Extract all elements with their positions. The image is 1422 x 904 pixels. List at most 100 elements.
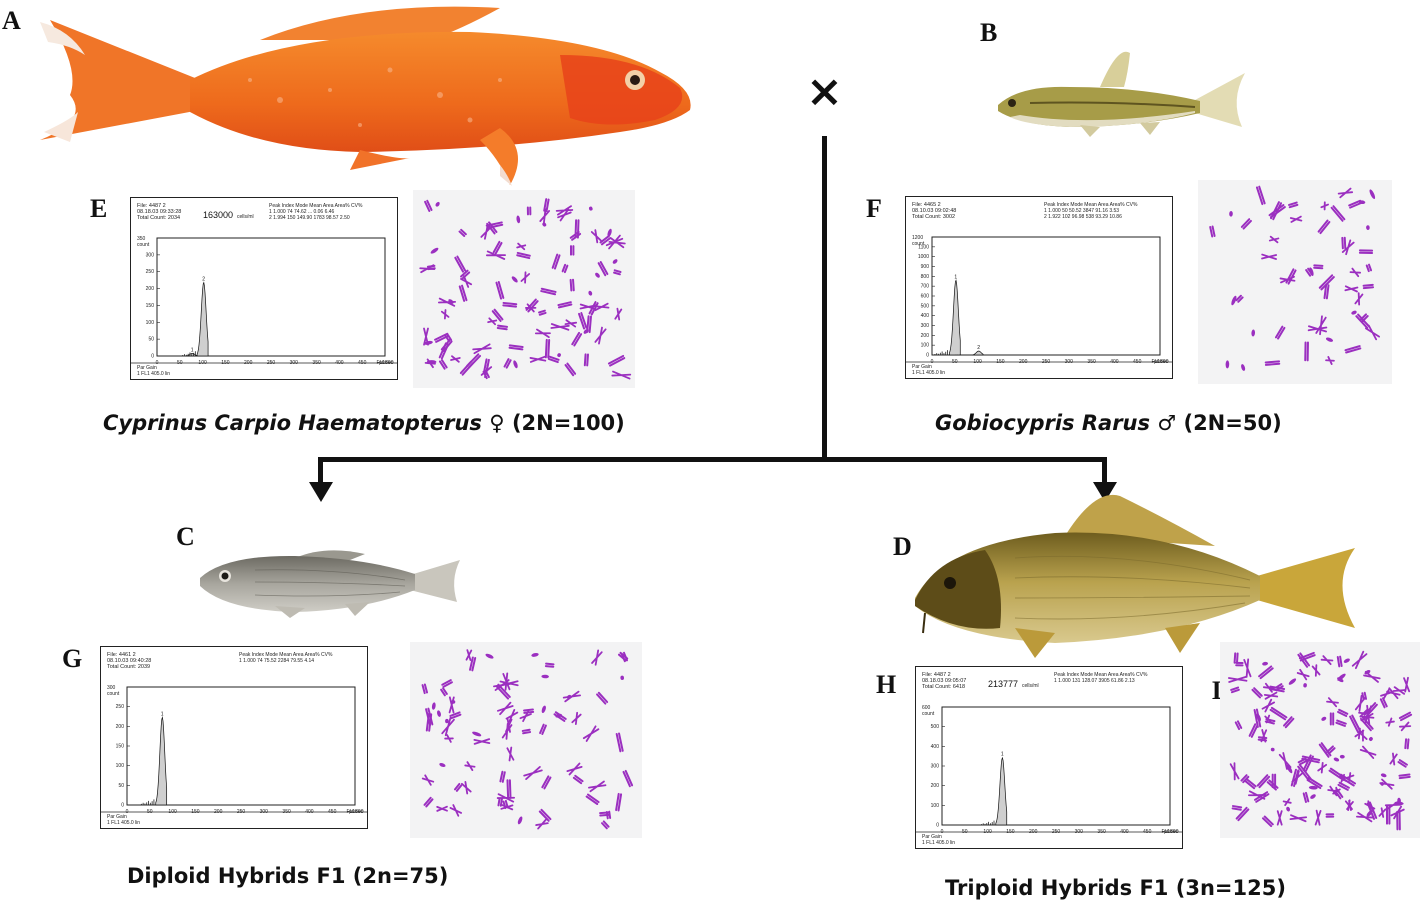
chromatid — [547, 339, 551, 359]
chromatid — [1389, 752, 1398, 766]
chromosome — [459, 360, 474, 376]
chromosome — [523, 708, 535, 714]
chromosome — [615, 792, 623, 812]
chromosome — [434, 332, 450, 343]
plot-frame — [931, 236, 1161, 356]
chromosome — [547, 355, 560, 364]
chromosome — [1297, 757, 1308, 766]
chromatid — [1291, 770, 1304, 785]
chromatid — [1279, 275, 1296, 284]
chromatid — [1380, 688, 1393, 700]
chromosome — [607, 228, 612, 237]
y-tick-label: 50 — [148, 337, 154, 343]
chromatid — [545, 662, 555, 666]
chromosome — [1241, 364, 1246, 371]
caption-triploid-hybrid: Triploid Hybrids F1 (3n=125) — [945, 876, 1286, 900]
chromatid — [1268, 235, 1280, 244]
chromosome — [550, 323, 570, 331]
chromatid — [1259, 667, 1274, 680]
chromatid — [1332, 205, 1346, 221]
chromatid — [1344, 285, 1359, 293]
chromosome — [485, 221, 504, 229]
chromosome — [1354, 694, 1367, 712]
panel-label-a: A — [2, 6, 21, 35]
chromosome — [502, 799, 509, 810]
chromatid — [1359, 745, 1377, 759]
chromatid — [486, 223, 504, 229]
chromatid — [425, 713, 430, 732]
chromatid — [503, 358, 510, 368]
chromatid — [1380, 773, 1387, 778]
chromatid — [1209, 226, 1214, 238]
chromatid — [1321, 716, 1327, 721]
chromosome — [1344, 285, 1359, 293]
chromatid — [453, 782, 461, 791]
chromatid — [1320, 276, 1335, 291]
y-tick-label: 100 — [116, 763, 125, 769]
chromatid — [434, 332, 449, 341]
chromatid — [1225, 360, 1230, 369]
chromatid — [1231, 805, 1243, 809]
chromatid — [572, 776, 583, 785]
chromatid — [1398, 773, 1411, 777]
female-ploidy: (2N=100) — [511, 411, 625, 435]
chromatid — [1262, 817, 1273, 828]
peak-table-row: 1 1.000 74 75.52 2284 79.55 4.14 — [239, 658, 314, 664]
chromatid — [543, 776, 552, 790]
chromatid — [564, 364, 575, 377]
chromatid — [613, 271, 621, 276]
chromosome — [588, 290, 593, 296]
chromatid — [1343, 236, 1347, 250]
y-unit-label: count — [922, 711, 935, 717]
left-branch-line — [318, 457, 323, 487]
chromatid — [482, 370, 488, 380]
chromosome — [1264, 714, 1272, 724]
chromatid — [1268, 204, 1285, 217]
flow-histogram-f: File: 4465 2 08.10.03 09:02:48 Total Count… — [905, 196, 1173, 379]
y-tick-label: 500 — [931, 724, 940, 730]
chromosome — [1229, 762, 1240, 781]
chromatid — [516, 251, 531, 257]
chromosome — [591, 649, 603, 666]
chromatid — [1296, 668, 1310, 681]
chromosome — [1275, 683, 1284, 691]
chromatid — [461, 284, 468, 302]
chromatid — [497, 701, 514, 716]
chromatid — [1289, 814, 1308, 823]
chromosome — [1230, 686, 1240, 694]
chromosome — [464, 761, 476, 772]
chromatid — [561, 263, 567, 273]
chromatid — [1260, 729, 1268, 743]
footer-text: Par Gain — [137, 365, 157, 371]
chromosome — [1363, 670, 1381, 683]
fish-d-image — [915, 494, 1355, 658]
footer-text: 1 FL1 405.0 lin — [922, 840, 955, 846]
flow-histogram-e: File: 4487 2 08.18.03 09:33:28 Total Count… — [130, 197, 398, 380]
chromatid — [459, 360, 472, 375]
peak-table-row: 1 1.000 131 128.07 3905 61.86 2.13 — [1054, 678, 1135, 684]
chromosome — [1318, 742, 1332, 758]
footer-text: 1 FL1 405.0 lin — [107, 820, 140, 826]
chromosome — [569, 278, 575, 292]
chromatid — [624, 769, 634, 787]
chromosome — [1354, 727, 1365, 740]
chromatid — [440, 359, 448, 369]
chromatid — [1404, 738, 1408, 750]
chromosome — [622, 769, 634, 788]
peak-table-row: 1 1.000 50 50.52 3847 91.16 3.53 — [1044, 208, 1119, 214]
chromatid — [1299, 654, 1316, 662]
chromosome — [491, 308, 504, 322]
y-tick-label: 1100 — [918, 244, 929, 250]
chromatid — [1366, 225, 1370, 230]
chromosome — [1339, 754, 1345, 759]
chromosome — [1335, 719, 1347, 727]
chromatid — [1270, 201, 1280, 220]
chromosome — [1337, 673, 1346, 681]
chromatid — [493, 679, 512, 691]
chromatid — [442, 687, 448, 695]
chromosome — [1351, 310, 1357, 315]
chromatid — [1306, 779, 1322, 790]
chromatid — [538, 309, 546, 314]
chromosome — [1317, 219, 1331, 235]
chromatid — [1344, 799, 1353, 812]
